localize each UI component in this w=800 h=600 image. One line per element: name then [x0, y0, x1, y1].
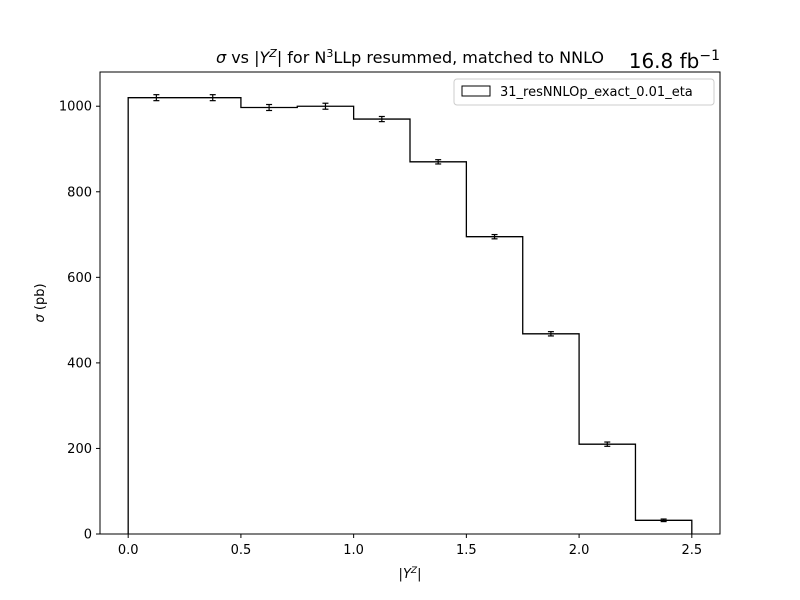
legend-frame [453, 78, 715, 106]
y-tick-label: 1000 [59, 100, 92, 115]
x-tick-label: 0.5 [231, 543, 252, 558]
legend-label: 31_resNNLOp_exact_0.01_eta [500, 85, 693, 100]
error-bar [153, 94, 160, 102]
error-bar [660, 518, 667, 523]
errorbar-layer [153, 94, 667, 523]
axes-layer [99, 71, 721, 535]
x-tick-label: 1.0 [343, 543, 364, 558]
error-bar [209, 94, 216, 102]
error-bar [491, 233, 498, 240]
x-tick-label: 2.0 [569, 543, 590, 558]
y-tick-label: 600 [67, 271, 92, 286]
x-tick-label: 0.0 [118, 543, 139, 558]
error-bar [547, 331, 554, 337]
ticks-layer: 0.0 0.5 1.0 1.5 2.0 2.5 0 200 400 600 800 1000 [59, 100, 702, 558]
error-bar [322, 102, 329, 110]
y-tick-label: 0 [84, 528, 92, 543]
error-bar [378, 115, 385, 123]
y-tick-label: 400 [67, 356, 92, 371]
x-tick-label: 2.5 [681, 543, 702, 558]
luminosity-label: 16.8 fb−1 [629, 48, 720, 73]
error-bar [435, 159, 442, 165]
series-layer [127, 97, 693, 534]
chart-title: σ vs |YZ| for N3LLp resummed, matched to… [216, 47, 604, 68]
histogram-series-line [127, 97, 693, 534]
plot-frame [99, 71, 721, 535]
y-tick-label: 200 [67, 442, 92, 457]
x-axis-label: |YZ| [399, 566, 422, 582]
error-bar [266, 103, 273, 112]
y-tick-label: 800 [67, 185, 92, 200]
y-axis-label: σ (pb) [33, 283, 48, 322]
legend-swatch [461, 85, 491, 97]
legend: 31_resNNLOp_exact_0.01_eta [453, 78, 715, 106]
x-tick-label: 1.5 [456, 543, 477, 558]
error-bar [604, 441, 611, 447]
